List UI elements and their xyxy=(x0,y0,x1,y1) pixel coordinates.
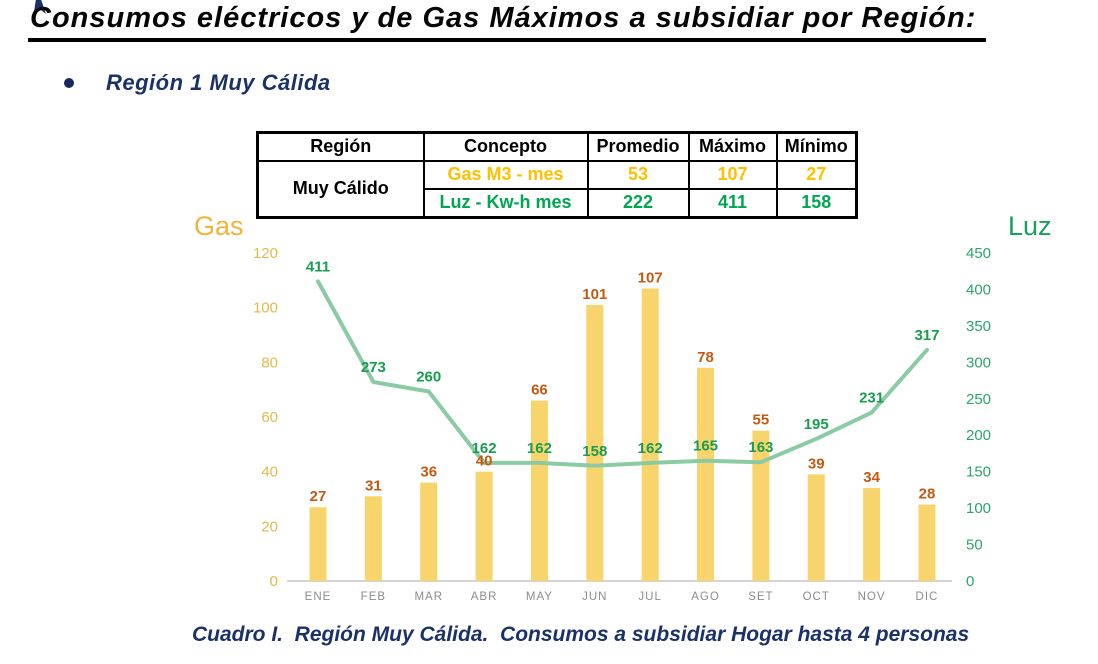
gas-label-FEB: 31 xyxy=(365,477,382,494)
month-label: JUL xyxy=(638,591,661,603)
luz-promedio-cell: 222 xyxy=(586,188,690,219)
gas-label-DIC: 28 xyxy=(919,485,936,502)
right-axis-tick: 300 xyxy=(966,354,991,371)
left-axis-tick: 20 xyxy=(261,518,278,535)
luz-label-SET: 163 xyxy=(748,439,773,456)
right-axis-tick: 250 xyxy=(966,391,991,408)
right-axis-tick: 150 xyxy=(966,464,991,481)
gas-bar-SET xyxy=(752,430,770,581)
gas-maximo-cell: 107 xyxy=(687,160,778,190)
gas-label-JUL: 107 xyxy=(638,270,663,287)
header-concepto: Concepto xyxy=(422,131,589,162)
month-label: SET xyxy=(748,591,773,603)
region-cell: Muy Cálido xyxy=(256,160,425,219)
gas-label-MAR: 36 xyxy=(420,464,437,481)
gas-label-NOV: 34 xyxy=(863,469,880,486)
combo-chart: 0 20 40 60 80 100 120 0 50 100 150 200 250 300 350 400 4… xyxy=(253,245,991,603)
gas-concepto-cell: Gas M3 - mes xyxy=(422,160,589,190)
month-label: ENE xyxy=(305,591,332,603)
luz-label-MAY: 162 xyxy=(527,440,552,457)
chart-caption: Cuadro I. Región Muy Cálida. Consumos a … xyxy=(192,623,970,646)
left-axis-tick: 60 xyxy=(261,409,278,426)
luz-maximo-cell: 411 xyxy=(687,188,778,219)
bullet-icon xyxy=(64,78,74,88)
gas-bar-DIC xyxy=(918,504,936,581)
right-axis-tick: 450 xyxy=(966,245,991,262)
gas-bar-AGO xyxy=(697,367,715,581)
gas-bar-OCT xyxy=(807,474,825,581)
right-axis-tick: 100 xyxy=(966,500,991,517)
gas-label-MAY: 66 xyxy=(531,382,548,399)
gas-minimo-cell: 27 xyxy=(775,160,858,190)
right-axis-tick: 350 xyxy=(966,318,991,335)
table-row-gas: Muy Cálido Gas M3 - mes 53 107 27 xyxy=(256,160,858,219)
luz-label-NOV: 231 xyxy=(859,390,884,407)
left-axis-tick: 0 xyxy=(270,573,278,590)
gas-bar-JUN xyxy=(586,304,604,581)
right-axis-tick: 50 xyxy=(966,537,983,554)
gas-label-OCT: 39 xyxy=(808,455,825,472)
region-bullet-row: Región 1 Muy Cálida xyxy=(64,70,331,96)
luz-label-ENE: 411 xyxy=(306,258,330,275)
luz-label-ABR: 162 xyxy=(472,440,497,457)
month-label: MAR xyxy=(414,591,443,603)
month-label: MAY xyxy=(526,591,553,603)
table-row-luz: Luz - Kw-h mes 222 411 158 xyxy=(258,188,858,219)
left-axis-title: Gas xyxy=(194,211,244,241)
gas-bar-NOV xyxy=(863,488,881,581)
month-label: FEB xyxy=(361,591,386,603)
region-heading: Región 1 Muy Cálida xyxy=(106,70,331,95)
gas-label-AGO: 78 xyxy=(697,349,714,366)
luz-label-JUN: 158 xyxy=(582,443,607,460)
gas-label-ENE: 27 xyxy=(310,488,327,505)
gas-promedio-cell: 53 xyxy=(586,160,690,190)
right-axis-tick: 200 xyxy=(966,427,991,444)
page-title: Consumos eléctricos y de Gas Máximos a s… xyxy=(28,2,987,42)
left-axis-tick: 120 xyxy=(253,245,278,262)
month-label: JUN xyxy=(582,591,607,603)
month-label: OCT xyxy=(803,591,830,603)
gas-bar-JUL xyxy=(641,288,659,581)
luz-minimo-cell: 158 xyxy=(775,188,858,219)
gas-bar-ABR xyxy=(475,471,493,581)
left-axis-tick: 40 xyxy=(261,464,278,481)
header-promedio: Promedio xyxy=(586,131,690,162)
right-axis-tick: 0 xyxy=(966,573,974,590)
left-axis-tick: 100 xyxy=(253,300,278,317)
gas-label-SET: 55 xyxy=(753,412,770,429)
header-minimo: Mínimo xyxy=(775,131,858,162)
header-region: Región xyxy=(256,131,425,162)
gas-bar-MAR xyxy=(420,482,438,581)
luz-label-JUL: 162 xyxy=(638,440,663,457)
gas-label-ABR: 40 xyxy=(476,453,493,470)
month-label: AGO xyxy=(691,591,720,603)
left-axis-tick: 80 xyxy=(261,354,278,371)
summary-table: Región Concepto Promedio Máximo Mínimo M… xyxy=(256,131,858,219)
gas-bar-FEB xyxy=(364,496,382,581)
luz-label-MAR: 260 xyxy=(416,368,441,385)
gas-bar-ENE xyxy=(309,507,327,581)
luz-label-DIC: 317 xyxy=(914,327,939,344)
luz-line xyxy=(316,279,929,468)
right-axis-title: Luz xyxy=(1008,211,1052,241)
gas-bar-MAY xyxy=(530,400,548,581)
header-maximo: Máximo xyxy=(687,131,778,162)
month-label: NOV xyxy=(858,591,886,603)
month-label: ABR xyxy=(471,591,498,603)
right-axis-tick: 400 xyxy=(966,281,991,298)
luz-label-AGO: 165 xyxy=(693,438,718,455)
luz-concepto-cell: Luz - Kw-h mes xyxy=(422,188,589,219)
luz-label-FEB: 273 xyxy=(361,359,386,376)
table-header-row: Región Concepto Promedio Máximo Mínimo xyxy=(256,131,858,162)
gas-label-JUN: 101 xyxy=(582,286,607,303)
luz-label-OCT: 195 xyxy=(804,416,829,433)
month-label: DIC xyxy=(916,591,939,603)
